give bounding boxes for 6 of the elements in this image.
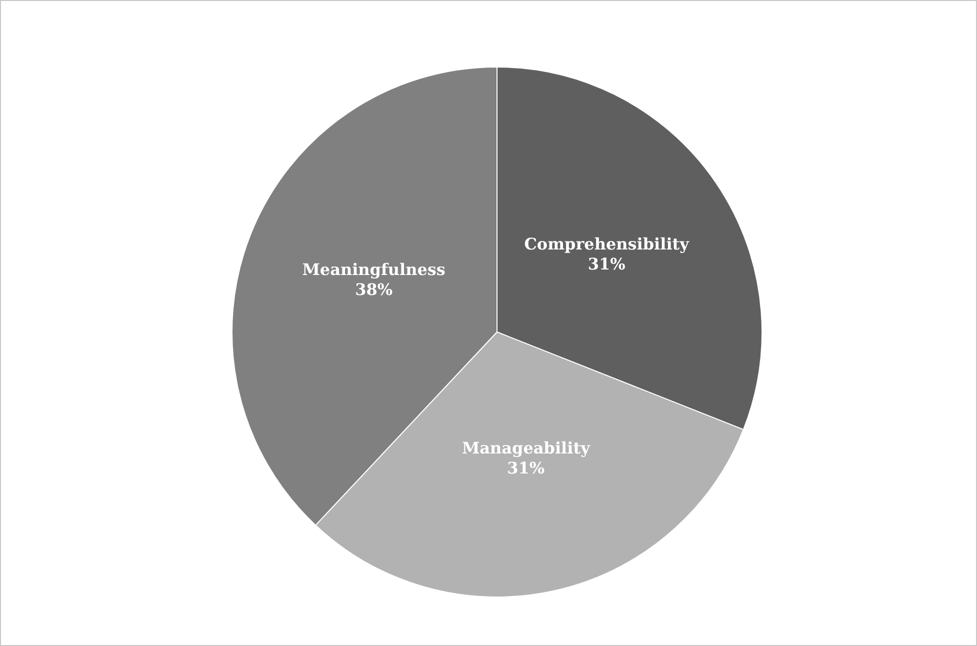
slice-label: Manageability bbox=[462, 438, 591, 458]
data-label: 31% bbox=[507, 458, 545, 478]
slice-label: Comprehensibility bbox=[524, 234, 690, 254]
data-label: 38% bbox=[355, 280, 393, 300]
slice-label: Meaningfulness bbox=[302, 260, 446, 280]
data-label: 31% bbox=[588, 254, 626, 274]
